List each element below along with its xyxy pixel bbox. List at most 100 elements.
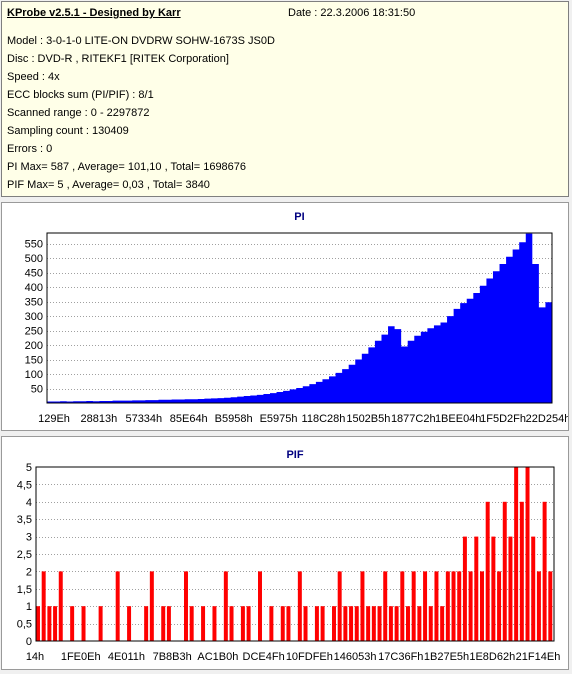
pif-bar xyxy=(474,536,479,641)
pi-chart-panel: PI 50 100 150 200 250 300 350 400 450 500 550 129Eh 2… xyxy=(1,202,570,431)
pif-bar xyxy=(184,571,188,641)
y-tick-label: 550 xyxy=(25,239,43,251)
y-tick-label: 100 xyxy=(25,369,43,381)
pif-bar xyxy=(47,606,52,641)
pif-bar xyxy=(519,501,524,641)
pif-bar xyxy=(485,501,490,641)
y-tick-label: 450 xyxy=(25,268,43,280)
pif-bar xyxy=(468,571,473,641)
x-tick-label: 129Eh xyxy=(38,413,70,425)
x-tick-label: B5958h xyxy=(215,413,253,425)
x-tick-label: 146053h xyxy=(334,651,377,663)
pif-bar xyxy=(81,606,86,641)
y-tick-label: 5 xyxy=(26,462,32,474)
pif-bar xyxy=(98,606,103,641)
x-tick-label: 1B27E5h xyxy=(424,651,469,663)
app-title: KProbe v2.5.1 - Designed by Karr xyxy=(7,7,181,19)
pif-bar xyxy=(286,606,291,641)
pif-bar xyxy=(508,536,513,641)
pif-bar xyxy=(223,571,228,641)
x-tick-label: 1877C2h xyxy=(391,413,436,425)
y-tick-label: 1,5 xyxy=(17,584,32,596)
y-tick-label: 3,5 xyxy=(17,514,32,526)
pif-bar xyxy=(201,606,206,641)
pif-bar xyxy=(423,571,428,641)
pif-bar xyxy=(332,606,336,641)
scan-date: Date : 22.3.2006 18:31:50 xyxy=(288,7,416,19)
y-tick-label: 400 xyxy=(25,282,43,294)
pif-bar xyxy=(149,571,154,641)
pif-bar xyxy=(343,606,348,641)
pif-bar xyxy=(303,606,308,641)
pif-bar xyxy=(280,606,285,641)
pif-bar xyxy=(548,571,553,641)
x-tick-label: 4E011h xyxy=(108,651,145,663)
pif-bar xyxy=(514,467,519,641)
sampling-line: Sampling count : 130409 xyxy=(7,125,129,137)
pif-bar xyxy=(480,571,484,641)
plot-border xyxy=(46,232,553,404)
chart-title: PI xyxy=(294,211,304,223)
pif-bar xyxy=(462,536,467,641)
pif-bar xyxy=(41,571,46,641)
x-tick-label: 14h xyxy=(26,651,44,663)
y-tick-label: 4,5 xyxy=(17,479,32,491)
pif-bar xyxy=(411,571,416,641)
pif-bar xyxy=(445,571,450,641)
x-tick-label: 118C28h xyxy=(302,413,346,425)
y-tick-label: 0 xyxy=(26,636,32,648)
pif-bar xyxy=(497,571,502,641)
pif-bar xyxy=(36,606,40,641)
speed-line: Speed : 4x xyxy=(7,71,60,83)
pif-bar xyxy=(115,571,120,641)
pif-bar xyxy=(127,606,132,641)
range-line: Scanned range : 0 - 2297872 xyxy=(7,107,150,119)
pif-bar xyxy=(502,501,507,641)
pif-bar xyxy=(383,571,388,641)
ecc-line: ECC blocks sum (PI/PIF) : 8/1 xyxy=(7,89,154,101)
info-panel: KProbe v2.5.1 - Designed by Karr Date : … xyxy=(1,1,569,197)
pif-bar xyxy=(536,571,541,641)
disc-line: Disc : DVD-R , RITEKF1 [RITEK Corporatio… xyxy=(7,53,229,65)
x-tick-label: DCE4Fh xyxy=(243,651,285,663)
plot-border xyxy=(35,466,555,642)
y-tick-label: 2 xyxy=(26,566,32,578)
pif-bar xyxy=(337,571,342,641)
y-tick-label: 3 xyxy=(26,532,32,544)
pif-bar xyxy=(161,606,166,641)
pif-bar xyxy=(189,606,194,641)
y-tick-label: 300 xyxy=(25,311,43,323)
x-tick-label: 28813h xyxy=(81,413,118,425)
chart-title: PIF xyxy=(286,449,303,461)
pif-bar xyxy=(406,606,410,641)
pi-summary-line: PI Max= 587 , Average= 101,10 , Total= 1… xyxy=(7,161,247,173)
x-tick-label: 1FE0Eh xyxy=(61,651,101,663)
y-tick-label: 50 xyxy=(31,384,43,396)
x-tick-label: 57334h xyxy=(125,413,162,425)
pif-bar xyxy=(166,606,171,641)
pif-bar xyxy=(349,606,354,641)
pif-bar xyxy=(377,606,382,641)
x-tick-label: 7B8B3h xyxy=(153,651,192,663)
x-tick-label: 17C36Fh xyxy=(378,651,423,663)
pif-bar xyxy=(269,606,274,641)
errors-line: Errors : 0 xyxy=(7,143,53,155)
x-tick-label: 1F5D2Fh xyxy=(480,413,526,425)
y-tick-label: 4 xyxy=(26,497,32,509)
pif-bar xyxy=(144,606,149,641)
y-tick-label: 2,5 xyxy=(17,549,32,561)
pif-bar xyxy=(70,606,75,641)
y-tick-label: 200 xyxy=(25,340,43,352)
x-tick-label: 1BEE04h xyxy=(435,413,481,425)
x-tick-label: AC1B0h xyxy=(197,651,238,663)
pif-bar xyxy=(531,536,536,641)
pif-bar xyxy=(428,606,433,641)
pif-bar xyxy=(53,606,58,641)
pif-bar xyxy=(491,536,496,641)
pif-chart-panel: PIF 0 0,5 1 1,5 2 2,5 3 3,5 4 4,5 5 14h 1FE0Eh 4E011h 7… xyxy=(1,436,569,670)
pif-bar xyxy=(371,606,376,641)
pif-bar xyxy=(400,571,405,641)
y-tick-label: 150 xyxy=(25,355,43,367)
y-tick-label: 250 xyxy=(25,326,43,338)
x-tick-label: 10FDFEh xyxy=(286,651,333,663)
